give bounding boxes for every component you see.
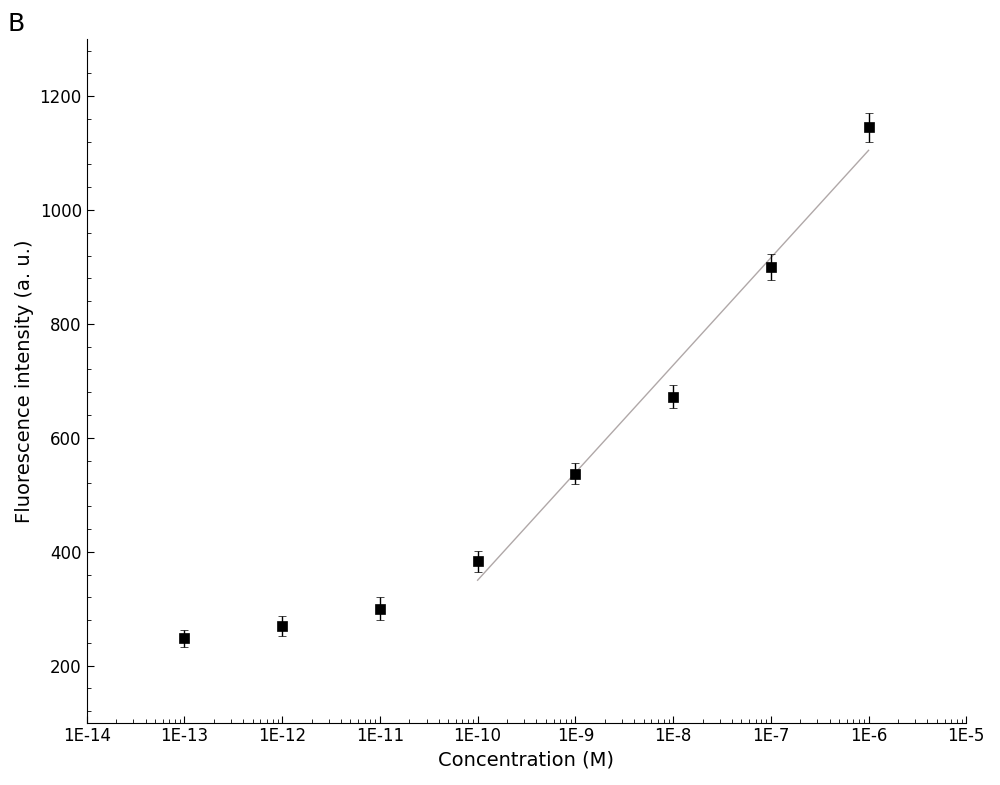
Y-axis label: Fluorescence intensity (a. u.): Fluorescence intensity (a. u.) [15,239,34,523]
Text: B: B [7,12,25,36]
X-axis label: Concentration (M): Concentration (M) [438,751,614,770]
